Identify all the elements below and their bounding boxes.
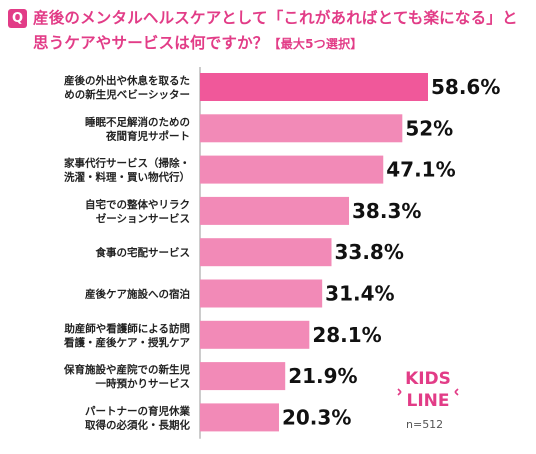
category-label-7-1: 助産師や看護師による訪問	[64, 322, 190, 335]
category-label-3-2: 洗濯・料理・買い物代行）	[64, 171, 190, 184]
category-label-1-1: 産後の外出や休息を取るた	[64, 74, 190, 87]
value-label-9: 20.3%	[282, 405, 351, 429]
bar-2	[200, 114, 402, 142]
category-label-4-2: ゼーションサービス	[96, 212, 190, 225]
category-label-6-1: 産後ケア施設への宿泊	[85, 288, 190, 301]
category-label-5-1: 食事の宅配サービス	[95, 246, 191, 259]
bar-3	[200, 156, 383, 184]
category-label-8-2: 一時預かりサービス	[96, 377, 191, 390]
value-label-2: 52%	[405, 116, 453, 140]
bar-5	[200, 238, 332, 266]
value-label-1: 58.6%	[431, 75, 500, 99]
category-label-2-2: 夜間育児サポート	[105, 129, 190, 142]
logo-line2: LINE	[407, 391, 450, 411]
bar-7	[200, 321, 309, 349]
value-label-4: 38.3%	[352, 199, 421, 223]
sample-size: n=512	[406, 418, 443, 431]
category-label-8-1: 保育施設や産院での新生児	[63, 363, 190, 376]
bar-6	[200, 280, 322, 308]
value-label-3: 47.1%	[386, 158, 455, 182]
bar-9	[200, 403, 279, 431]
value-label-6: 31.4%	[325, 282, 394, 306]
category-label-4-1: 自宅での整体やリラク	[85, 198, 190, 211]
kidsline-logo: KIDS LINE	[397, 362, 459, 418]
category-label-9-1: パートナーの育児休業	[85, 404, 190, 417]
bar-8	[200, 362, 285, 390]
category-label-3-1: 家事代行サービス（掃除・	[64, 157, 190, 170]
value-label-7: 28.1%	[312, 323, 381, 347]
bar-1	[200, 73, 428, 101]
value-label-8: 21.9%	[288, 364, 357, 388]
category-label-1-2: めの新生児ベビーシッター	[64, 88, 190, 101]
category-label-2-1: 睡眠不足解消のための	[85, 115, 190, 128]
value-label-5: 33.8%	[335, 240, 404, 264]
category-label-9-2: 取得の必須化・長期化	[85, 418, 190, 431]
logo-line1: KIDS	[405, 369, 451, 389]
bar-4	[200, 197, 349, 225]
category-label-7-2: 看護・産後ケア・授乳ケア	[64, 336, 190, 349]
